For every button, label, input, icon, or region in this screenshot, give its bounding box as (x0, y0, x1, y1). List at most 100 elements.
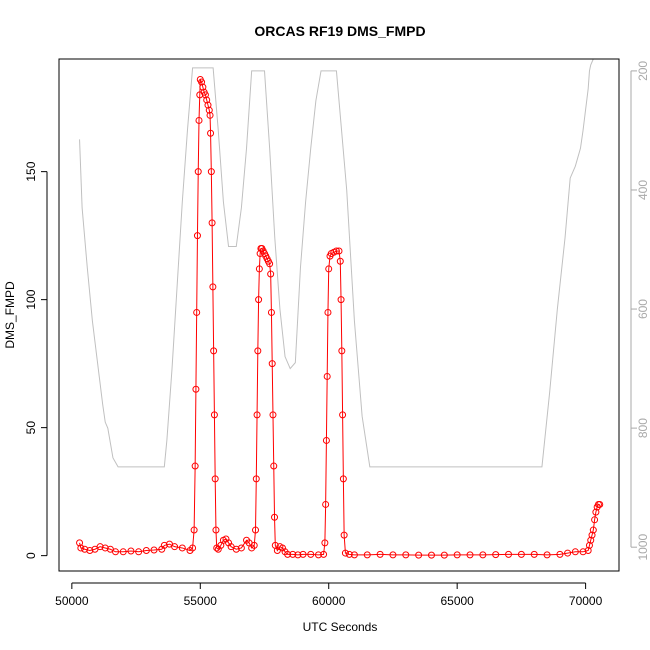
data-point (119, 548, 127, 556)
data-point (101, 544, 109, 552)
data-point (270, 462, 278, 470)
x-tick-label: 50000 (55, 594, 89, 608)
data-point (363, 551, 371, 559)
data-point (178, 544, 186, 552)
data-point (201, 91, 209, 99)
y-tick-label: 100 (24, 289, 38, 309)
data-point (322, 436, 330, 444)
y2-tick-label: 200 (636, 61, 650, 81)
data-point (76, 539, 84, 547)
data-point (254, 347, 262, 355)
data-point (340, 531, 348, 539)
data-point (440, 551, 448, 559)
data-point (81, 545, 89, 553)
y2-tick-label: 600 (636, 299, 650, 319)
data-point (237, 544, 245, 552)
data-point (232, 545, 240, 553)
x-axis-label: UTC Seconds (303, 620, 378, 634)
data-point (339, 475, 347, 483)
data-point (268, 360, 276, 368)
data-point (402, 551, 410, 559)
data-point (193, 308, 201, 316)
data-point (199, 83, 207, 91)
y2-tick-label: 1000 (636, 534, 650, 561)
secondary-series (79, 58, 594, 468)
data-point (190, 526, 198, 534)
data-point (210, 347, 218, 355)
secondary-series-line (79, 58, 594, 468)
data-point (530, 550, 538, 558)
data-point (505, 550, 513, 558)
x-axis: 50000 55000 60000 65000 70000 (55, 582, 603, 608)
data-point (492, 551, 500, 559)
data-point (195, 116, 203, 124)
data-point (543, 551, 551, 559)
data-point (320, 550, 328, 558)
data-point (592, 508, 600, 516)
data-point (453, 551, 461, 559)
data-point (203, 96, 211, 104)
data-point (571, 548, 579, 556)
data-point (338, 347, 346, 355)
y-tick-label: 50 (24, 421, 38, 435)
data-point (211, 475, 219, 483)
data-point (596, 500, 604, 508)
x-tick-label: 70000 (569, 594, 603, 608)
data-point (253, 411, 261, 419)
data-point (194, 168, 202, 176)
data-point (210, 411, 218, 419)
data-point (135, 548, 143, 556)
primary-series (76, 75, 604, 559)
data-point (271, 513, 279, 521)
data-point (345, 550, 353, 558)
data-point (591, 516, 599, 524)
data-point (323, 372, 331, 380)
data-point (171, 543, 179, 551)
data-point (206, 111, 214, 119)
data-point (584, 547, 592, 555)
data-point (325, 265, 333, 273)
data-point (341, 549, 349, 557)
data-point (321, 539, 329, 547)
data-point (564, 549, 572, 557)
data-point (324, 308, 332, 316)
data-point (267, 308, 275, 316)
data-point (204, 101, 212, 109)
data-point (250, 541, 258, 549)
data-point (415, 551, 423, 559)
data-point (350, 551, 358, 559)
data-point (266, 260, 274, 268)
data-point (389, 551, 397, 559)
data-point (556, 550, 564, 558)
data-point (322, 500, 330, 508)
data-point (207, 168, 215, 176)
data-point (589, 526, 597, 534)
data-point (376, 550, 384, 558)
data-point (466, 551, 474, 559)
y2-tick-label: 400 (636, 180, 650, 200)
data-point (142, 547, 150, 555)
data-point (289, 550, 297, 558)
x-tick-label: 60000 (312, 594, 346, 608)
data-point (579, 548, 587, 556)
data-point (127, 547, 135, 555)
data-point (585, 541, 593, 549)
data-point (252, 526, 260, 534)
data-point (332, 247, 340, 255)
data-point (479, 551, 487, 559)
x-tick-label: 65000 (440, 594, 474, 608)
data-point (337, 296, 345, 304)
data-point (209, 283, 217, 291)
data-point (192, 385, 200, 393)
data-point (212, 526, 220, 534)
primary-series-line (79, 79, 600, 556)
data-point (269, 411, 277, 419)
data-point (189, 544, 197, 552)
y-axis: 0 50 100 150 (24, 161, 48, 559)
data-point (191, 462, 199, 470)
data-point (294, 551, 302, 559)
data-point (160, 541, 168, 549)
data-point (255, 296, 263, 304)
data-point (335, 247, 343, 255)
